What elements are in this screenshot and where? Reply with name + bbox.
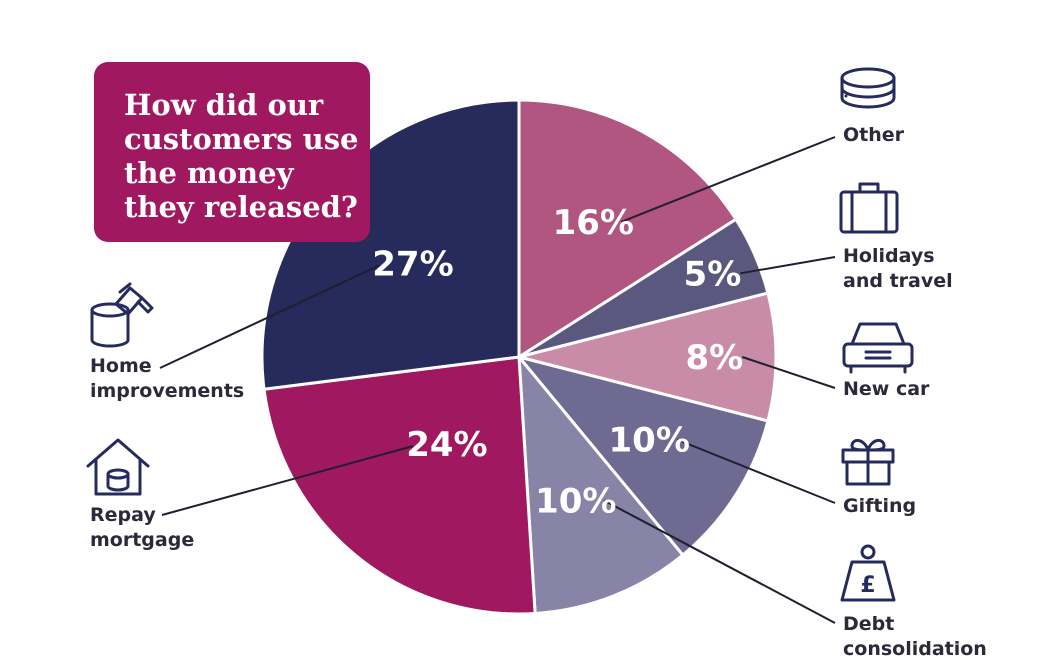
suitcase-icon: [839, 182, 899, 234]
pie-slice-gifting: [514, 354, 770, 558]
chart-title-line: customers use: [124, 122, 359, 156]
chart-title-line: they released?: [124, 190, 358, 224]
leader-line: [161, 445, 414, 516]
category-label: and travel: [843, 270, 953, 292]
chart-title-line: the money: [124, 156, 294, 190]
coins-icon: [840, 67, 896, 109]
leader-line: [676, 438, 836, 504]
percentage-label: 8%: [685, 338, 743, 378]
leader-line: [603, 499, 836, 624]
category-label: mortgage: [90, 529, 194, 551]
leader-line: [159, 264, 380, 369]
car-icon: [842, 322, 914, 374]
percentage-label: 24%: [406, 425, 487, 465]
chart-title-line: How did our: [124, 88, 324, 122]
leader-line: [620, 136, 836, 223]
leader-line: [740, 256, 836, 275]
svg-text:£: £: [860, 573, 875, 598]
percentage-label: 10%: [609, 421, 690, 461]
paint-bucket-icon: [90, 282, 154, 348]
category-label: Debt: [843, 613, 894, 635]
percentage-label: 27%: [372, 245, 453, 285]
pie-slice-new-car: [518, 291, 778, 423]
category-label: improvements: [90, 380, 244, 402]
house-coins-icon: [86, 438, 150, 496]
category-label: Repay: [90, 504, 156, 526]
leader-lines: [159, 136, 836, 624]
category-label: Other: [843, 124, 905, 146]
leader-line: [742, 356, 836, 389]
category-label: New car: [843, 378, 930, 400]
pie-slices: [260, 98, 778, 616]
percentage-label: 16%: [553, 203, 634, 243]
category-label: Gifting: [843, 495, 916, 517]
gift-icon: [841, 439, 895, 486]
pie-slice-debt-consolidation: [517, 352, 685, 616]
category-label: consolidation: [843, 638, 987, 660]
pound-weight-icon: £: [840, 544, 896, 602]
pie-slice-other: [517, 98, 739, 360]
percentage-labels: 16% 5% 8% 10% 10% 24% 27%: [372, 203, 743, 521]
category-labels: Other Holidays and travel New car Gifting Deb…: [90, 124, 987, 660]
chart-title-box: How did our customers use the money they…: [94, 62, 370, 242]
category-label: Home: [90, 355, 152, 377]
percentage-label: 5%: [684, 254, 742, 294]
pie-slice-repay-mortgage: [262, 355, 537, 616]
percentage-label: 10%: [535, 481, 616, 521]
category-label: Holidays: [843, 245, 935, 267]
